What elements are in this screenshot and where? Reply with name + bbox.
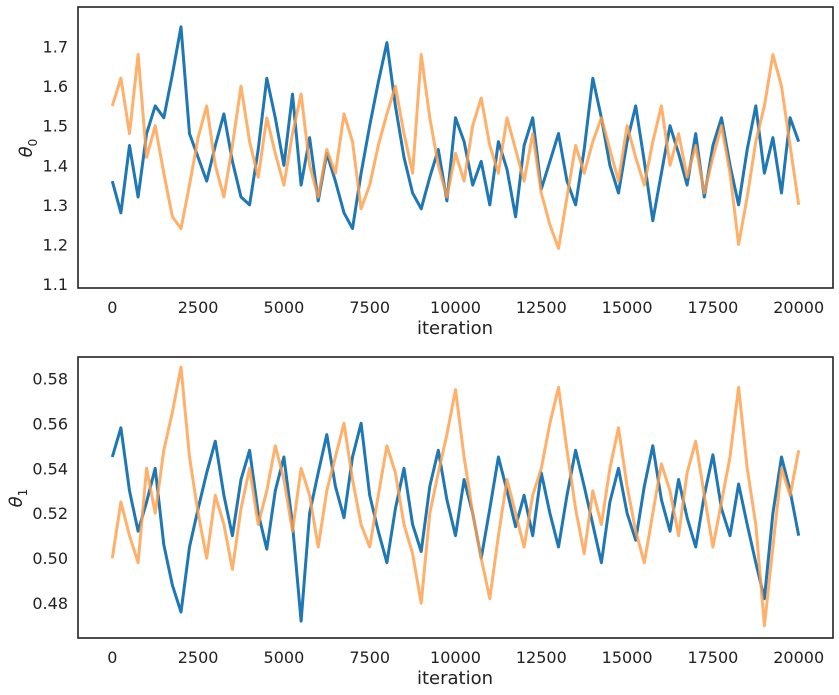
theta0-x-tick-label: 15000 bbox=[602, 298, 653, 317]
theta1-y-tick-label: 0.56 bbox=[32, 414, 68, 433]
theta0-y-tick-label: 1.5 bbox=[43, 117, 68, 136]
theta1-x-tick-label: 15000 bbox=[602, 648, 653, 667]
theta0-x-tick-label: 7500 bbox=[349, 298, 390, 317]
theta0-y-tick-label: 1.7 bbox=[43, 38, 68, 57]
theta0-series-line-chain-1 bbox=[110, 25, 801, 231]
theta0-y-axis-label: θ0 bbox=[16, 139, 40, 158]
theta1-y-tick-label: 0.48 bbox=[32, 594, 68, 613]
theta1-y-axis-subscript: 1 bbox=[16, 489, 30, 497]
theta1-x-tick-label: 12500 bbox=[516, 648, 567, 667]
theta1-x-tick-label: 17500 bbox=[687, 648, 738, 667]
theta1-y-axis-label: θ1 bbox=[6, 489, 30, 508]
theta0-y-tick-label: 1.3 bbox=[43, 196, 68, 215]
theta1-x-tick-label: 20000 bbox=[773, 648, 824, 667]
theta0-x-tick-label: 12500 bbox=[516, 298, 567, 317]
theta1-y-tick-label: 0.50 bbox=[32, 549, 68, 568]
theta0-x-tick-labels: 0 2500 5000 7500 10000 12500 15000 17500 20000 bbox=[107, 298, 824, 317]
theta0-x-axis-label: iteration bbox=[417, 318, 493, 339]
theta0-y-tick-labels: 1.1 1.2 1.3 1.4 1.5 1.6 1.7 bbox=[43, 38, 68, 294]
theta1-trace-panel: 0 2500 5000 7500 10000 12500 15000 17500 20000 0… bbox=[6, 356, 834, 689]
theta0-y-tick-label: 1.1 bbox=[43, 275, 68, 294]
theta0-y-axis-subscript: 0 bbox=[26, 139, 40, 147]
theta0-y-tick-label: 1.2 bbox=[43, 236, 68, 255]
theta0-axes-frame bbox=[77, 6, 834, 289]
theta0-trace-panel: 0 2500 5000 7500 10000 12500 15000 17500 20000 1… bbox=[16, 6, 834, 339]
theta1-series-line-chain-2 bbox=[110, 365, 801, 628]
theta1-x-tick-label: 7500 bbox=[349, 648, 390, 667]
theta1-y-tick-labels: 0.48 0.50 0.52 0.54 0.56 0.58 bbox=[32, 369, 68, 613]
theta0-series-group bbox=[110, 25, 801, 250]
theta1-y-tick-label: 0.52 bbox=[32, 504, 68, 523]
theta1-series-group bbox=[110, 365, 801, 628]
theta0-x-tick-label: 0 bbox=[107, 298, 117, 317]
theta1-x-tick-label: 2500 bbox=[178, 648, 219, 667]
theta1-axes-frame bbox=[77, 356, 834, 639]
theta1-y-axis-symbol: θ bbox=[6, 496, 27, 507]
theta1-x-tick-label: 0 bbox=[107, 648, 117, 667]
theta0-y-tick-label: 1.6 bbox=[43, 77, 68, 96]
theta0-series-line-chain-2 bbox=[110, 53, 801, 250]
theta0-x-tick-label: 20000 bbox=[773, 298, 824, 317]
theta0-x-tick-label: 10000 bbox=[430, 298, 481, 317]
theta0-x-tick-label: 17500 bbox=[687, 298, 738, 317]
theta1-y-tick-label: 0.54 bbox=[32, 459, 68, 478]
theta1-x-tick-labels: 0 2500 5000 7500 10000 12500 15000 17500 20000 bbox=[107, 648, 824, 667]
theta1-x-tick-label: 5000 bbox=[264, 648, 305, 667]
theta1-x-tick-label: 10000 bbox=[430, 648, 481, 667]
theta0-x-tick-label: 2500 bbox=[178, 298, 219, 317]
theta0-x-tick-label: 5000 bbox=[264, 298, 305, 317]
theta1-x-axis-label: iteration bbox=[417, 668, 493, 689]
theta0-y-tick-label: 1.4 bbox=[43, 156, 68, 175]
theta0-y-axis-symbol: θ bbox=[16, 146, 37, 157]
theta1-y-tick-label: 0.58 bbox=[32, 369, 68, 388]
